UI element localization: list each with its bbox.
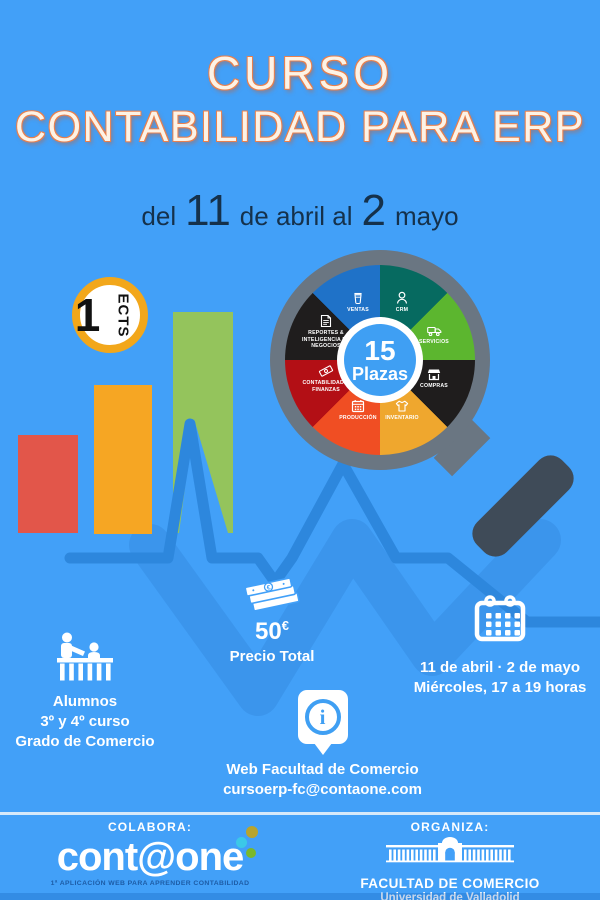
wheel-segment-ventas: VENTAS: [330, 290, 386, 314]
pulse-watermark: [129, 519, 561, 716]
wheel-segment-servicios: SERVICIOS: [406, 322, 462, 346]
bar-red: [18, 435, 78, 533]
wheel-segment-compras: COMPRAS: [406, 366, 462, 390]
bar-orange: [94, 385, 152, 534]
organiza-section: ORGANIZA: FACULTAD DE: [300, 820, 600, 900]
date-suffix: mayo: [395, 201, 459, 231]
wheel-segment-label: COMPRAS: [420, 383, 448, 389]
students-block: Alumnos 3º y 4º curso Grado de Comercio: [5, 630, 165, 751]
wheel-segment-label: VENTAS: [347, 307, 369, 313]
ects-label: ECTS: [114, 292, 132, 338]
contaone-dot-olive-icon: [246, 826, 259, 838]
plazas-label: Plazas: [351, 363, 409, 384]
reports-document-icon: [320, 314, 332, 328]
footer-divider: [0, 812, 600, 815]
contaone-dot-green-icon: [246, 848, 257, 858]
teacher-students-icon: [57, 632, 113, 681]
wheel-segment-label: INVENTARIO: [385, 415, 419, 421]
course-title-line2: CONTABILIDAD PARA ERP: [15, 103, 585, 151]
money-stack-icon: €: [244, 577, 300, 612]
date-end-day: 2: [361, 186, 387, 235]
students-line2: 3º y 4º curso: [40, 712, 130, 730]
production-calendar-icon: [351, 400, 365, 413]
faculty-building-icon: [386, 837, 514, 863]
crm-person-icon: [396, 291, 408, 304]
schedule-line2: Miércoles, 17 a 19 horas: [413, 678, 587, 696]
pulse-line: [64, 418, 600, 628]
price-label: Precio Total: [229, 647, 315, 665]
colabora-label: COLABORA:: [107, 820, 193, 834]
info-icon: i: [304, 699, 341, 735]
wheel-segment-produccion: PRODUCCIÓN: [330, 398, 386, 422]
ects-badge: 1 ECTS: [72, 277, 148, 353]
contact-block: i Web Facultad de Comercio cursoerp-fc@c…: [200, 690, 445, 800]
wheel-segment-inventario: INVENTARIO: [374, 398, 430, 422]
contact-web: Web Facultad de Comercio: [226, 761, 419, 778]
price-number: 50: [255, 618, 282, 645]
faculty-name: FACULTAD DE COMERCIO: [360, 876, 540, 891]
date-prefix: del: [141, 201, 177, 231]
info-bubble-icon: i: [297, 690, 348, 755]
finance-banknote-icon: [318, 365, 334, 377]
plazas-badge: 15 Plazas: [337, 317, 423, 403]
schedule-block: 11 de abril · 2 de mayo Miércoles, 17 a …: [402, 592, 598, 698]
colabora-section: COLABORA: cont@one 1ª APLICACIÓN WEB PAR…: [0, 820, 300, 887]
course-date-range: del 11 de abril al 2 mayo: [0, 186, 600, 236]
inventory-shirt-icon: [395, 400, 409, 412]
purchases-store-icon: [427, 369, 441, 381]
price-amount: 50€: [255, 618, 289, 647]
course-title-line1: CURSO: [206, 47, 394, 99]
price-currency: €: [281, 618, 289, 633]
wheel-segment-label: REPORTES & INTELIGENCIA DE NEGOCIOS: [301, 330, 351, 349]
wheel-segment-reportes: REPORTES & INTELIGENCIA DE NEGOCIOS: [298, 313, 354, 350]
wheel-segment-label: CRM: [395, 307, 409, 313]
magnifier-lens: CRM SERVICIOS COMPRAS: [270, 250, 490, 470]
students-line3: Grado de Comercio: [15, 732, 155, 750]
bottom-strip: [0, 893, 600, 900]
wheel-segment-label: PRODUCCIÓN: [339, 415, 377, 421]
university-name: Universidad de Valladolid: [380, 892, 520, 900]
contaone-logo: cont@one: [56, 826, 259, 879]
services-truck-icon: [426, 326, 441, 337]
date-start-day: 11: [185, 186, 231, 235]
date-middle: de abril al: [239, 201, 353, 231]
contaone-logo-text: cont@one: [56, 835, 245, 879]
bar-green: [173, 312, 233, 533]
price-block: € 50€ Precio Total: [177, 570, 367, 667]
plazas-badge-inner: 15 Plazas: [344, 324, 416, 396]
wheel-segment-label: CONTABILIDAD & FINANZAS: [302, 380, 350, 393]
contaone-tagline: 1ª APLICACIÓN WEB PARA APRENDER CONTABIL…: [50, 880, 250, 887]
sales-cup-icon: [354, 292, 362, 305]
schedule-line1: 11 de abril · 2 de mayo: [419, 659, 581, 676]
erp-modules-wheel: CRM SERVICIOS COMPRAS: [285, 265, 475, 455]
calendar-icon: [474, 595, 526, 642]
students-line1: Alumnos: [52, 693, 118, 710]
contaone-dot-cyan-icon: [236, 837, 248, 848]
wheel-segment-label: SERVICIOS: [419, 339, 449, 345]
ects-number: 1: [74, 289, 101, 341]
plazas-number: 15: [364, 334, 396, 366]
wheel-segment-contabilidad: CONTABILIDAD & FINANZAS: [298, 363, 354, 393]
organiza-label: ORGANIZA:: [410, 820, 490, 834]
svg-text:€: €: [266, 584, 271, 592]
contact-email: cursoerp-fc@contaone.com: [223, 780, 422, 798]
wheel-segment-crm: CRM: [374, 290, 430, 314]
